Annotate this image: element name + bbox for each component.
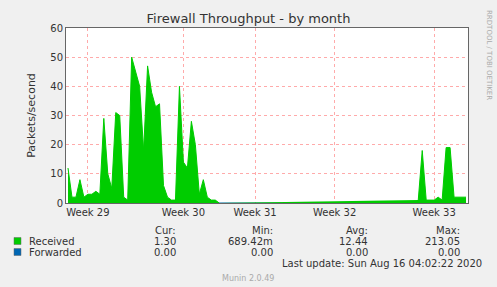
svg-text:0.00: 0.00: [154, 247, 176, 258]
svg-text:Munin 2.0.49: Munin 2.0.49: [222, 274, 274, 283]
svg-text:Min:: Min:: [252, 225, 273, 236]
svg-text:0.00: 0.00: [251, 247, 273, 258]
svg-text:10: 10: [50, 168, 63, 179]
svg-text:Last update: Sun Aug 16 04:02:: Last update: Sun Aug 16 04:02:22 2020: [282, 258, 482, 269]
svg-text:40: 40: [50, 81, 63, 92]
svg-text:60: 60: [50, 23, 63, 34]
svg-text:Avg:: Avg:: [346, 225, 368, 236]
svg-text:RRDTOOL / TOBI OETIKER: RRDTOOL / TOBI OETIKER: [485, 10, 493, 100]
svg-text:689.42m: 689.42m: [228, 236, 273, 247]
svg-text:Week 30: Week 30: [162, 207, 205, 218]
svg-text:Firewall Throughput - by month: Firewall Throughput - by month: [147, 11, 351, 26]
svg-text:Week 33: Week 33: [413, 207, 456, 218]
svg-text:Week 31: Week 31: [233, 207, 276, 218]
svg-text:Cur:: Cur:: [155, 225, 176, 236]
svg-text:Week 29: Week 29: [66, 207, 109, 218]
svg-text:30: 30: [50, 110, 63, 121]
svg-text:0: 0: [57, 198, 63, 209]
svg-text:Forwarded: Forwarded: [29, 247, 82, 258]
svg-text:1.30: 1.30: [154, 236, 176, 247]
svg-text:50: 50: [50, 52, 63, 63]
svg-text:20: 20: [50, 139, 63, 150]
svg-text:12.44: 12.44: [339, 236, 368, 247]
svg-text:Max:: Max:: [436, 225, 460, 236]
svg-text:0.00: 0.00: [438, 247, 460, 258]
svg-text:Week 32: Week 32: [313, 207, 356, 218]
svg-text:213.05: 213.05: [425, 236, 460, 247]
svg-text:0.00: 0.00: [346, 247, 368, 258]
svg-text:Packets/second: Packets/second: [25, 73, 38, 158]
svg-text:Received: Received: [29, 236, 75, 247]
